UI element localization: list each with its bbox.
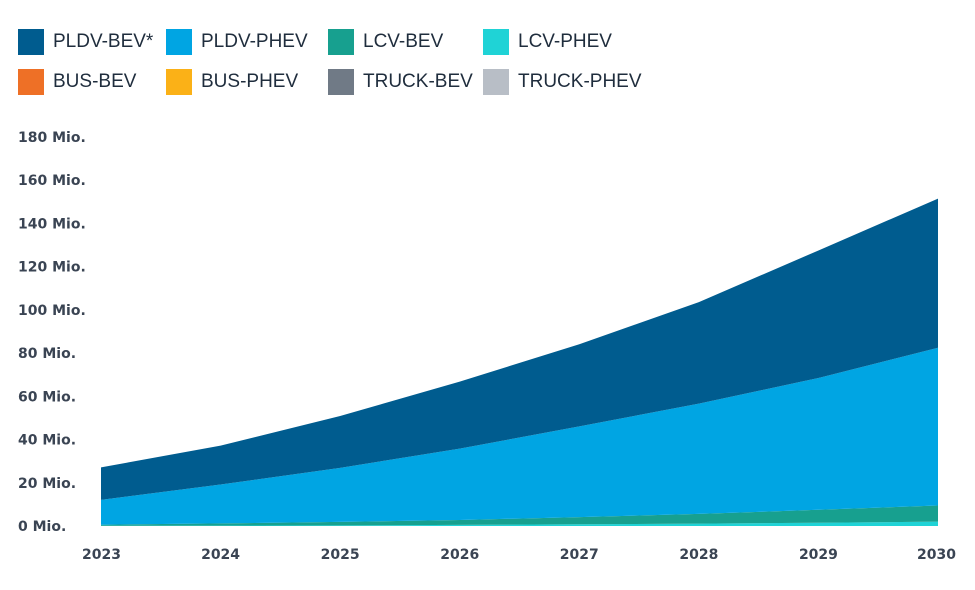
x-tick-label: 2030	[917, 547, 956, 563]
legend-swatch-bus-phev	[166, 69, 192, 95]
y-axis: 0 Mio. 20 Mio. 40 Mio. 60 Mio. 80 Mio. 100 Mi…	[18, 130, 86, 535]
legend-item-bus-bev: BUS-BEV	[18, 68, 136, 96]
y-tick-label: 80 Mio.	[18, 346, 76, 362]
y-tick-label: 120 Mio.	[18, 260, 86, 276]
y-tick-label: 60 Mio.	[18, 389, 76, 405]
legend-label-truck-phev: TRUCK-PHEV	[518, 71, 642, 92]
legend-label-lcv-phev: LCV-PHEV	[518, 31, 612, 52]
y-tick-label: 140 Mio.	[18, 216, 86, 232]
legend-label-truck-bev: TRUCK-BEV	[363, 71, 473, 92]
legend-swatch-truck-bev	[328, 69, 354, 95]
area-lcv-phev	[101, 521, 938, 526]
legend-label-pldv-phev: PLDV-PHEV	[201, 31, 308, 52]
legend-swatch-pldv-bev	[18, 29, 44, 55]
legend-swatch-truck-phev	[483, 69, 509, 95]
y-tick-label: 0 Mio.	[18, 519, 66, 535]
legend-item-pldv-phev: PLDV-PHEV	[166, 28, 308, 56]
legend-item-truck-bev: TRUCK-BEV	[328, 68, 473, 96]
legend-swatch-lcv-phev	[483, 29, 509, 55]
y-tick-label: 160 Mio.	[18, 173, 86, 189]
y-tick-label: 40 Mio.	[18, 433, 76, 449]
area-pldv-phev	[101, 347, 938, 525]
x-tick-label: 2025	[321, 547, 360, 563]
x-tick-label: 2029	[799, 547, 838, 563]
legend-item-lcv-bev: LCV-BEV	[328, 28, 443, 56]
x-tick-label: 2023	[82, 547, 121, 563]
x-tick-label: 2027	[560, 547, 599, 563]
y-tick-label: 20 Mio.	[18, 476, 76, 492]
legend-label-lcv-bev: LCV-BEV	[363, 31, 444, 52]
y-tick-label: 180 Mio.	[18, 130, 86, 146]
x-tick-label: 2028	[679, 547, 718, 563]
x-tick-label: 2026	[440, 547, 479, 563]
y-tick-label: 100 Mio.	[18, 303, 86, 319]
legend-label-bus-bev: BUS-BEV	[53, 71, 137, 92]
area-lcv-bev	[101, 505, 938, 526]
legend-swatch-bus-bev	[18, 69, 44, 95]
legend-label-pldv-bev: PLDV-BEV*	[53, 31, 154, 52]
legend-label-bus-phev: BUS-PHEV	[201, 71, 299, 92]
legend-item-lcv-phev: LCV-PHEV	[483, 28, 612, 56]
legend-item-pldv-bev: PLDV-BEV*	[18, 28, 153, 56]
legend-swatch-pldv-phev	[166, 29, 192, 55]
x-tick-label: 2024	[201, 547, 240, 563]
legend-item-truck-phev: TRUCK-PHEV	[483, 68, 642, 96]
x-axis: 2023 2024 2025 2026 2027 2028 2029 2030	[82, 547, 956, 563]
area-layers	[101, 198, 938, 526]
legend-item-bus-phev: BUS-PHEV	[166, 68, 298, 96]
legend-swatch-lcv-bev	[328, 29, 354, 55]
area-pldv-bev	[101, 198, 938, 500]
